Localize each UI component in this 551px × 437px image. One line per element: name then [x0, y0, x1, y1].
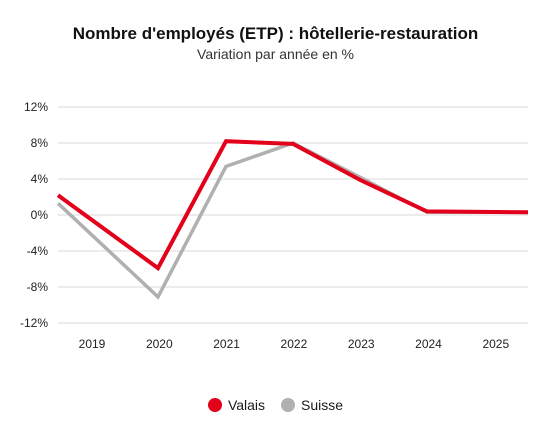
y-tick-label: 8% — [31, 136, 49, 150]
legend-item-suisse: Suisse — [281, 397, 343, 413]
y-tick-label: -8% — [27, 280, 49, 294]
legend-label: Suisse — [301, 397, 344, 413]
legend-label: Valais — [227, 397, 266, 413]
series-line-suisse — [56, 141, 528, 300]
series-line-valais — [56, 139, 529, 272]
x-tick-label: 2025 — [482, 337, 509, 351]
chart-subtitle: Variation par année en % — [197, 46, 354, 62]
legend: Valais Suisse — [0, 397, 551, 415]
legend-dot-icon — [207, 398, 222, 412]
x-tick-label: 2020 — [146, 337, 173, 351]
x-tick-label: 2023 — [348, 337, 375, 351]
y-tick-label: 12% — [24, 100, 48, 114]
x-tick-label: 2021 — [213, 337, 240, 351]
legend-item-valais: Valais — [207, 397, 266, 413]
y-tick-label: -12% — [20, 316, 48, 330]
y-tick-label: 4% — [31, 172, 49, 186]
x-tick-label: 2019 — [79, 337, 106, 351]
legend-dot-icon — [281, 398, 296, 412]
x-tick-label: 2022 — [281, 337, 308, 351]
y-tick-label: -4% — [27, 244, 49, 258]
chart-title: Nombre d'employés (ETP) : hôtellerie-res… — [72, 24, 479, 43]
y-tick-label: 0% — [31, 208, 49, 222]
x-tick-label: 2024 — [415, 337, 442, 351]
